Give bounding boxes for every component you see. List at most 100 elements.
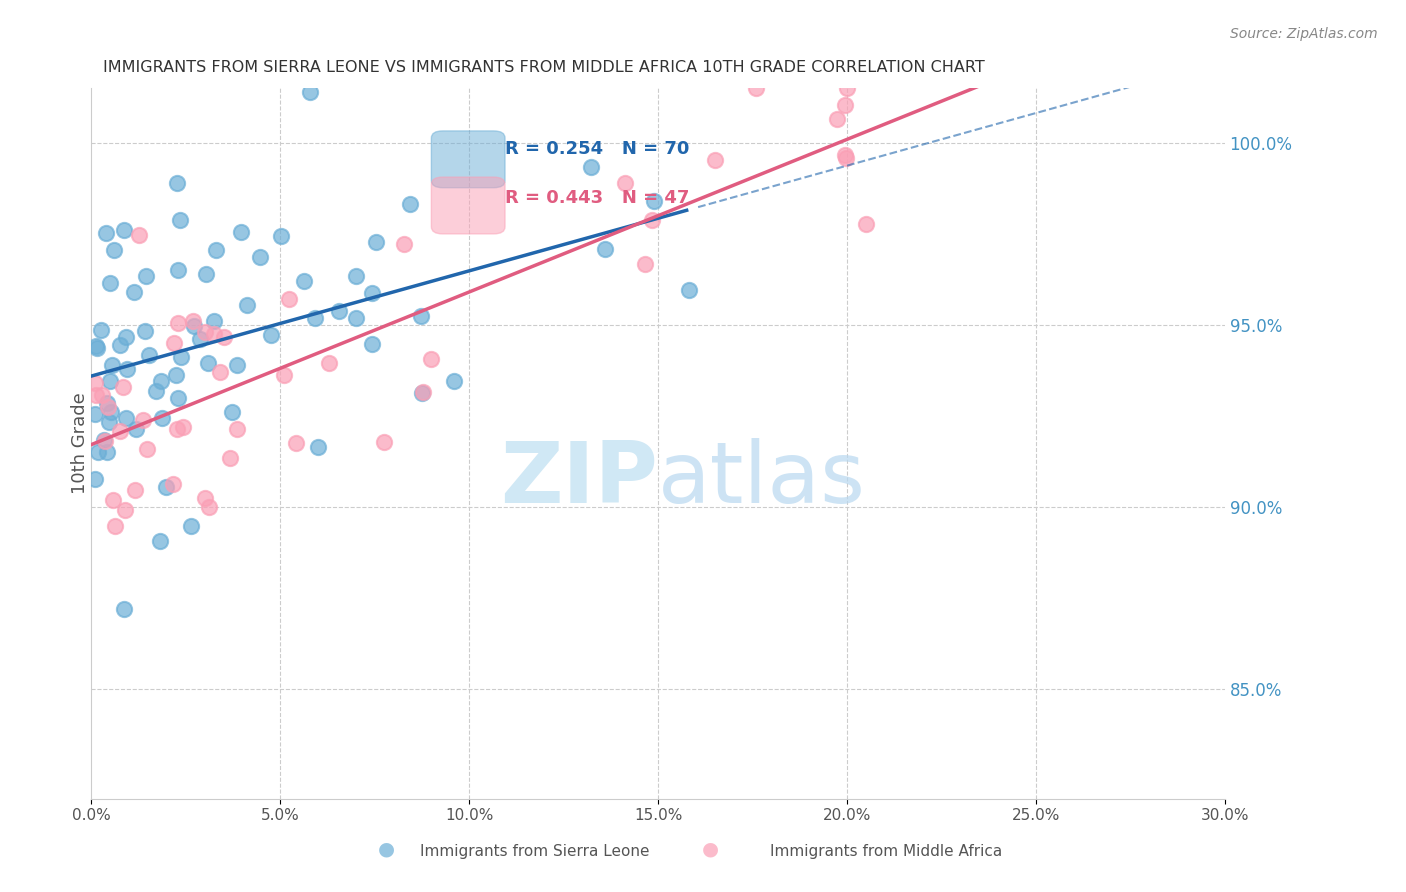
Point — [204, 243, 226, 257]
Point — [112, 602, 135, 616]
Point — [84, 376, 107, 390]
Point — [197, 500, 219, 515]
Point — [98, 374, 121, 388]
Point — [328, 303, 350, 318]
Point — [249, 250, 271, 264]
Point — [114, 502, 136, 516]
Text: Source: ZipAtlas.com: Source: ZipAtlas.com — [1230, 27, 1378, 41]
Point — [307, 441, 329, 455]
Point — [84, 408, 107, 422]
Point — [96, 444, 118, 458]
Point — [225, 358, 247, 372]
Text: Immigrants from Sierra Leone: Immigrants from Sierra Leone — [419, 845, 650, 859]
Point — [166, 422, 188, 436]
Point — [163, 336, 186, 351]
Point — [214, 330, 236, 344]
Point — [614, 176, 637, 190]
Point — [128, 228, 150, 243]
Point — [443, 374, 465, 388]
Point — [170, 350, 193, 364]
Point — [834, 148, 856, 162]
Point — [835, 151, 858, 165]
Point — [112, 223, 135, 237]
Point — [825, 112, 848, 126]
Point — [124, 421, 146, 435]
Point — [135, 442, 157, 456]
Point — [124, 483, 146, 498]
Point — [114, 411, 136, 425]
Point — [86, 341, 108, 355]
Point — [259, 327, 281, 342]
Point — [167, 316, 190, 330]
Point — [593, 242, 616, 256]
Point — [837, 81, 859, 95]
Text: IMMIGRANTS FROM SIERRA LEONE VS IMMIGRANTS FROM MIDDLE AFRICA 10TH GRADE CORRELA: IMMIGRANTS FROM SIERRA LEONE VS IMMIGRAN… — [103, 60, 984, 75]
Point — [304, 311, 326, 326]
Point — [202, 314, 225, 328]
Point — [704, 153, 727, 168]
Point — [91, 388, 114, 402]
Point — [166, 176, 188, 190]
Point — [90, 323, 112, 337]
Point — [166, 263, 188, 277]
Point — [149, 374, 172, 388]
Point — [183, 319, 205, 334]
Point — [181, 314, 204, 328]
Point — [115, 362, 138, 376]
Point — [579, 160, 602, 174]
Point — [678, 283, 700, 297]
Point — [100, 405, 122, 419]
Point — [194, 491, 217, 505]
Point — [145, 384, 167, 398]
Text: atlas: atlas — [658, 438, 866, 521]
Point — [104, 519, 127, 533]
Point — [148, 534, 170, 549]
Text: ●: ● — [702, 839, 718, 858]
Point — [231, 225, 253, 239]
Point — [138, 348, 160, 362]
Point — [135, 268, 157, 283]
Point — [124, 285, 146, 300]
Point — [172, 420, 194, 434]
Point — [834, 98, 856, 112]
Point — [364, 235, 387, 249]
Point — [318, 356, 340, 370]
Point — [110, 424, 132, 438]
Point — [180, 518, 202, 533]
Point — [97, 400, 120, 414]
Point — [93, 433, 115, 447]
Point — [169, 212, 191, 227]
Point — [101, 359, 124, 373]
Point — [101, 493, 124, 508]
Point — [84, 472, 107, 486]
Point — [103, 243, 125, 257]
Point — [197, 356, 219, 370]
Point — [273, 368, 295, 383]
FancyBboxPatch shape — [432, 178, 505, 234]
Point — [208, 365, 231, 379]
Point — [361, 337, 384, 351]
Point — [165, 368, 187, 383]
Point — [855, 217, 877, 231]
Point — [84, 339, 107, 353]
Point — [194, 325, 217, 339]
Point — [411, 309, 433, 323]
Point — [299, 85, 322, 99]
Point — [150, 411, 173, 425]
Point — [86, 444, 108, 458]
Point — [114, 330, 136, 344]
Point — [284, 436, 307, 450]
Point — [195, 268, 218, 282]
Point — [344, 268, 367, 283]
Point — [745, 81, 768, 95]
Point — [641, 212, 664, 227]
Point — [84, 387, 107, 401]
Point — [167, 392, 190, 406]
Point — [344, 310, 367, 325]
Point — [162, 477, 184, 491]
Point — [94, 434, 117, 448]
Text: R = 0.254   N = 70: R = 0.254 N = 70 — [505, 140, 689, 158]
Point — [111, 379, 134, 393]
Y-axis label: 10th Grade: 10th Grade — [72, 392, 89, 494]
Point — [411, 386, 433, 401]
